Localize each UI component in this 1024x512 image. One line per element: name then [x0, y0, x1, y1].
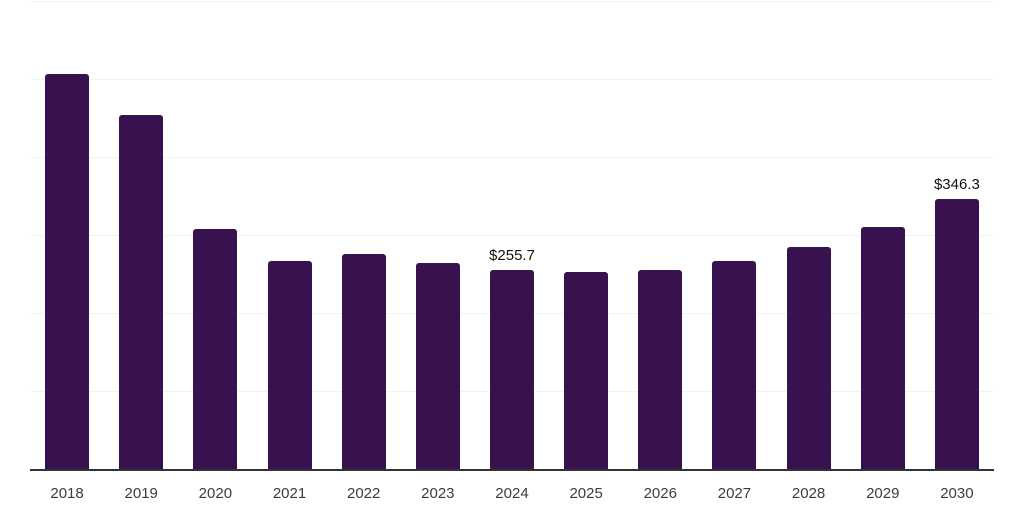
plot-area: $255.7 $346.3 — [30, 1, 994, 469]
x-tick-label-2026: 2026 — [643, 485, 677, 502]
bar-2027 — [712, 260, 757, 469]
x-tick-label-2028: 2028 — [791, 485, 826, 502]
bar-2023 — [415, 263, 460, 469]
data-label-2030: $346.3 — [933, 175, 980, 193]
x-tick-label-2023: 2023 — [421, 485, 455, 502]
x-axis-line — [30, 469, 994, 471]
bar-2025 — [564, 272, 609, 469]
bar-2022 — [341, 254, 386, 469]
bar-2024 — [490, 269, 534, 469]
data-label-2024: $255.7 — [489, 246, 535, 264]
gridline-500 — [30, 79, 994, 80]
x-tick-label-2022: 2022 — [346, 485, 381, 502]
bar-2020 — [193, 229, 238, 469]
bar-2019 — [119, 114, 164, 469]
gridline-400 — [30, 157, 994, 158]
x-tick-label-2024: 2024 — [495, 485, 529, 502]
x-tick-label-2030: 2030 — [940, 485, 974, 502]
gridline-600 — [30, 1, 994, 2]
x-tick-label-2020: 2020 — [198, 485, 233, 502]
x-tick-label-2019: 2019 — [124, 485, 158, 502]
bar-2028 — [786, 247, 831, 469]
x-tick-label-2025: 2025 — [569, 485, 603, 502]
x-tick-label-2018: 2018 — [50, 485, 84, 502]
bars-container: $255.7 $346.3 — [30, 1, 994, 469]
x-tick-label-2027: 2027 — [717, 485, 752, 502]
x-tick-label-2029: 2029 — [866, 485, 900, 502]
bar-2026 — [638, 270, 683, 469]
bar-2030 — [934, 198, 979, 469]
bar-2029 — [860, 227, 905, 469]
gridline-300 — [30, 235, 994, 236]
x-axis-labels: 2018 2019 2020 2021 2022 2023 2024 2025 2026 2027… — [30, 485, 994, 505]
bar-2021 — [267, 261, 312, 469]
bar-2018 — [45, 73, 90, 469]
x-tick-label-2021: 2021 — [272, 485, 307, 502]
